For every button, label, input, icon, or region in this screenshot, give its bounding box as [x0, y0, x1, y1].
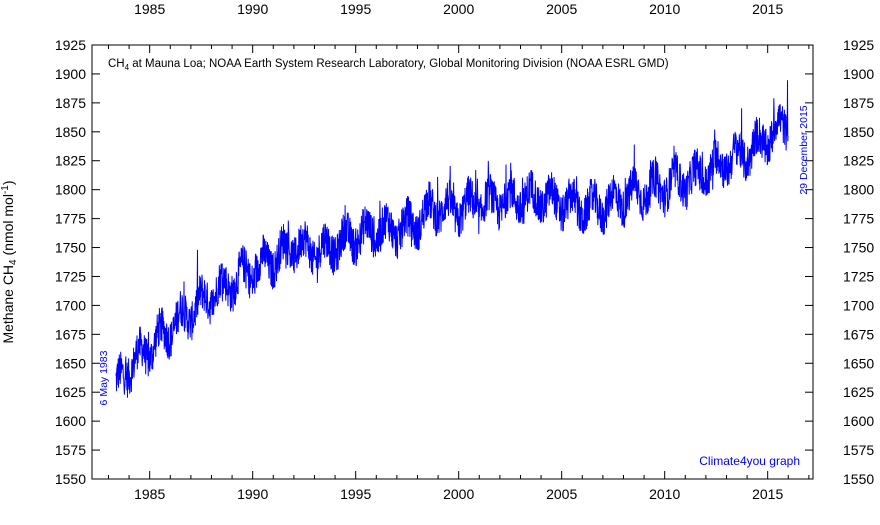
x-tick-label-top: 2010 — [649, 1, 680, 17]
y-tick-label-right: 1625 — [843, 384, 874, 400]
x-tick-label-top: 1990 — [237, 1, 268, 17]
plot-frame — [91, 44, 814, 480]
chart-title: CH4 at Mauna Loa; NOAA Earth System Rese… — [108, 58, 669, 72]
y-tick-label-right: 1875 — [843, 95, 874, 111]
y-tick-label-left: 1850 — [55, 124, 86, 140]
y-tick-label-right: 1700 — [843, 297, 874, 313]
x-tick-label-bottom: 1995 — [340, 486, 371, 502]
y-tick-label-right: 1750 — [843, 240, 874, 256]
methane-series-line — [115, 80, 789, 398]
y-tick-label-left: 1600 — [55, 413, 86, 429]
y-tick-label-left: 1625 — [55, 384, 86, 400]
end-date-label: 29 December 2015 — [798, 105, 810, 194]
start-date-label: 6 May 1983 — [98, 350, 110, 405]
y-tick-label-left: 1775 — [55, 211, 86, 227]
y-tick-label-left: 1875 — [55, 95, 86, 111]
axis-ticks — [92, 44, 813, 480]
y-tick-label-right: 1650 — [843, 355, 874, 371]
x-tick-label-bottom: 2000 — [443, 486, 474, 502]
y-tick-label-left: 1825 — [55, 153, 86, 169]
y-tick-label-right: 1600 — [843, 413, 874, 429]
y-tick-label-left: 1575 — [55, 442, 86, 458]
x-tick-label-top: 2005 — [546, 1, 577, 17]
y-tick-label-left: 1550 — [55, 471, 86, 487]
y-tick-label-left: 1725 — [55, 268, 86, 284]
axis-tick-labels: 1985 1985 1990 1990 1995 1995 2000 2000 2005 2005… — [55, 1, 875, 502]
x-tick-label-bottom: 1985 — [134, 486, 165, 502]
y-tick-label-right: 1850 — [843, 124, 874, 140]
credit-label: Climate4you graph — [699, 454, 800, 468]
y-axis-label: Methane CH4 (nmol mol-1) — [0, 180, 19, 343]
y-tick-label-right: 1900 — [843, 66, 874, 82]
x-tick-label-top: 1995 — [340, 1, 371, 17]
x-tick-label-bottom: 2015 — [752, 486, 783, 502]
y-tick-label-left: 1700 — [55, 297, 86, 313]
x-tick-label-bottom: 2010 — [649, 486, 680, 502]
y-tick-label-left: 1675 — [55, 326, 86, 342]
x-tick-label-bottom: 2005 — [546, 486, 577, 502]
y-tick-label-right: 1550 — [843, 471, 874, 487]
y-tick-label-right: 1725 — [843, 268, 874, 284]
y-tick-label-left: 1925 — [55, 37, 86, 53]
x-tick-label-top: 2000 — [443, 1, 474, 17]
x-tick-label-top: 1985 — [134, 1, 165, 17]
x-tick-label-top: 2015 — [752, 1, 783, 17]
y-tick-label-right: 1675 — [843, 326, 874, 342]
y-tick-label-left: 1650 — [55, 355, 86, 371]
x-tick-label-bottom: 1990 — [237, 486, 268, 502]
y-tick-label-left: 1800 — [55, 182, 86, 198]
y-tick-label-right: 1925 — [843, 37, 874, 53]
y-tick-label-left: 1750 — [55, 240, 86, 256]
y-tick-label-right: 1775 — [843, 211, 874, 227]
y-tick-label-left: 1900 — [55, 66, 86, 82]
y-tick-label-right: 1575 — [843, 442, 874, 458]
y-tick-label-right: 1825 — [843, 153, 874, 169]
y-tick-label-right: 1800 — [843, 182, 874, 198]
